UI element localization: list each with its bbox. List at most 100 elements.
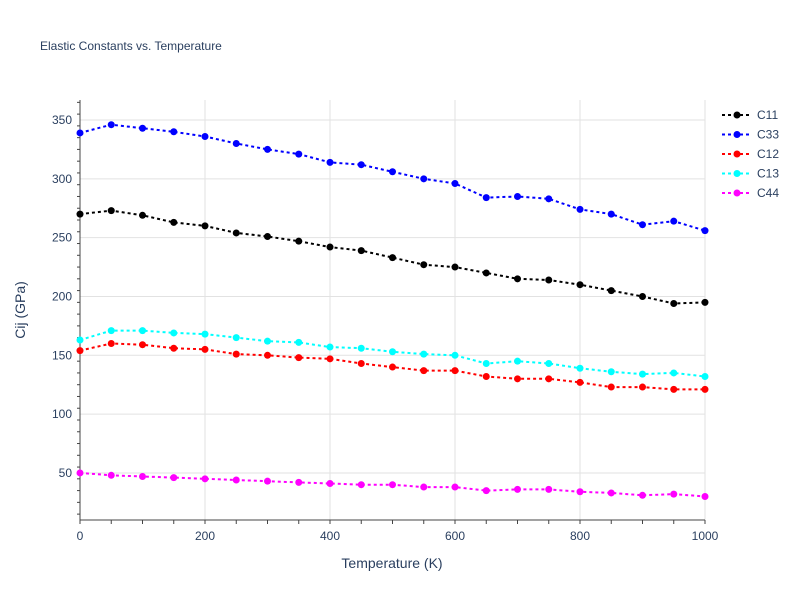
data-point-c11	[420, 261, 428, 269]
data-point-c13	[357, 344, 365, 352]
data-point-c33	[420, 175, 428, 183]
legend-item-c44[interactable]: C44	[722, 186, 779, 200]
data-point-c11	[451, 263, 459, 271]
data-point-c11	[170, 218, 178, 226]
data-point-c33	[232, 140, 240, 148]
data-point-c33	[639, 221, 646, 229]
data-point-c33	[670, 217, 678, 225]
legend[interactable]: C11 C33 C12 C13 C44	[722, 108, 779, 200]
data-point-c33	[139, 124, 146, 132]
y-axis-label: Cij (GPa)	[12, 281, 28, 339]
data-point-c44	[139, 472, 146, 480]
x-tick-label: 0	[77, 529, 84, 543]
data-point-c33	[389, 168, 396, 176]
series-c33	[76, 121, 709, 235]
data-point-c12	[389, 363, 396, 371]
data-point-c13	[701, 372, 709, 380]
data-point-c13	[264, 337, 271, 345]
data-point-c13	[170, 329, 178, 337]
legend-item-c11[interactable]: C11	[722, 108, 778, 122]
data-point-c33	[326, 158, 334, 166]
data-point-c44	[389, 481, 396, 489]
data-point-c44	[451, 483, 459, 491]
data-point-c44	[107, 471, 115, 479]
data-point-c44	[639, 491, 646, 499]
x-tick-label: 200	[195, 529, 215, 543]
data-point-c11	[201, 222, 209, 230]
data-point-c12	[607, 383, 615, 391]
legend-marker-c12	[733, 150, 741, 158]
data-point-c12	[264, 351, 271, 359]
x-tick-label: 600	[445, 529, 465, 543]
data-point-c33	[170, 128, 178, 136]
legend-item-c12[interactable]: C12	[722, 147, 779, 161]
data-point-c13	[295, 338, 303, 346]
data-point-c33	[107, 121, 115, 129]
data-point-c11	[607, 287, 615, 295]
data-point-c13	[639, 370, 646, 378]
data-point-c11	[139, 211, 146, 219]
data-point-c13	[482, 360, 490, 368]
y-tick-label: 50	[59, 466, 73, 480]
data-point-c12	[76, 347, 84, 355]
data-point-c13	[514, 357, 521, 365]
data-point-c44	[264, 477, 271, 485]
data-point-c13	[389, 348, 396, 356]
data-point-c12	[701, 385, 709, 393]
x-tick-label: 800	[570, 529, 590, 543]
data-point-c33	[357, 161, 365, 169]
data-point-c33	[482, 194, 490, 202]
series-c13	[76, 327, 709, 380]
data-point-c13	[451, 351, 459, 359]
data-point-c44	[420, 483, 428, 491]
data-point-c44	[482, 487, 490, 495]
legend-label-c44: C44	[757, 186, 779, 200]
data-point-c44	[701, 492, 709, 500]
data-point-c12	[451, 367, 459, 375]
y-tick-label: 350	[52, 113, 72, 127]
x-axis-label: Temperature (K)	[341, 555, 442, 571]
data-point-c44	[545, 485, 553, 493]
data-point-c11	[107, 207, 115, 215]
series-c12	[76, 340, 709, 393]
x-tick-label: 400	[320, 529, 340, 543]
data-point-c44	[514, 485, 521, 493]
data-point-c33	[264, 145, 271, 153]
data-point-c44	[326, 480, 334, 488]
data-point-c33	[545, 195, 553, 203]
data-point-c13	[545, 360, 553, 368]
data-point-c11	[232, 229, 240, 237]
data-point-c12	[482, 372, 490, 380]
data-point-c13	[420, 350, 428, 358]
data-point-c44	[170, 474, 178, 482]
series-c11	[76, 207, 709, 308]
data-point-c13	[201, 330, 209, 338]
data-point-c11	[514, 275, 521, 283]
data-point-c44	[576, 488, 584, 496]
data-point-c12	[201, 345, 209, 353]
data-point-c12	[170, 344, 178, 352]
legend-marker-c44	[733, 189, 741, 197]
data-point-c44	[670, 490, 678, 498]
data-point-c33	[514, 192, 521, 200]
x-tick-label: 1000	[692, 529, 719, 543]
data-point-c44	[357, 481, 365, 489]
legend-item-c33[interactable]: C33	[722, 128, 779, 142]
data-point-c11	[76, 210, 84, 218]
data-point-c11	[545, 276, 553, 284]
data-point-c11	[295, 237, 303, 245]
data-point-c44	[76, 469, 84, 477]
data-point-c11	[576, 281, 584, 289]
legend-item-c13[interactable]: C13	[722, 167, 779, 181]
data-point-c12	[232, 350, 240, 358]
legend-marker-c13	[733, 170, 741, 177]
series-layer	[76, 121, 709, 500]
data-point-c12	[576, 378, 584, 386]
legend-label-c12: C12	[757, 147, 779, 161]
data-point-c11	[357, 247, 365, 255]
data-point-c44	[607, 489, 615, 497]
data-point-c11	[701, 298, 709, 306]
data-point-c33	[201, 132, 209, 140]
data-point-c12	[639, 383, 646, 391]
